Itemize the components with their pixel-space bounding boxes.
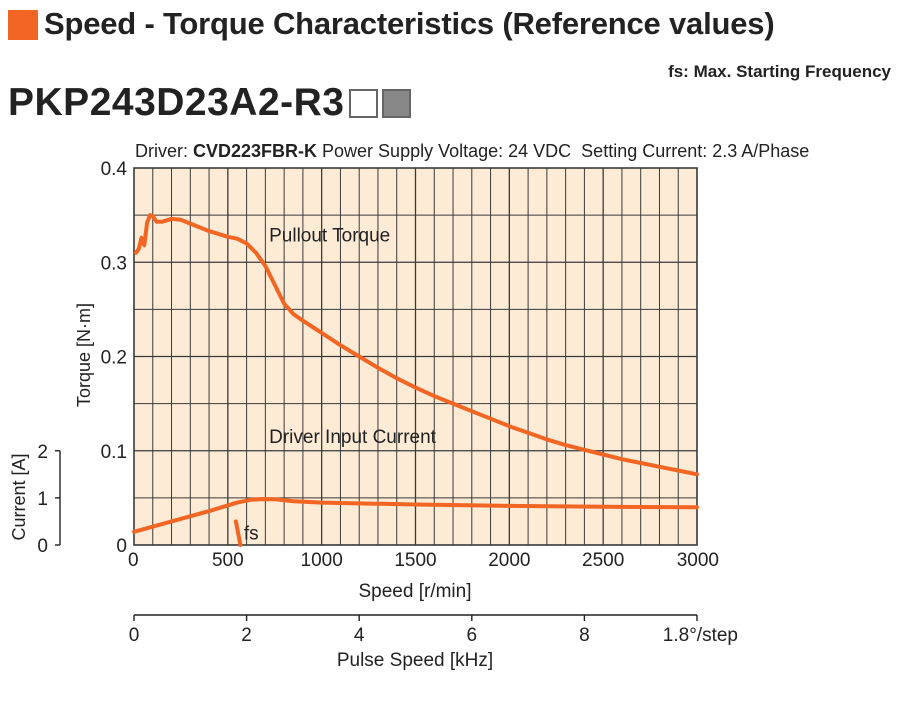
x-tick-label: 1500 [394, 550, 436, 571]
pulse-tick-label: 6 [467, 625, 478, 646]
current-axis-label: Current [A] [9, 453, 29, 540]
x-tick-label: 500 [212, 550, 244, 571]
x-tick-labels: 0 500 1000 1500 2000 2500 3000 [128, 550, 719, 571]
x-axis-label: Speed [r/min] [359, 581, 472, 602]
pullout-torque-line [133, 213, 699, 477]
driver-input-current-line [132, 497, 699, 534]
fs-marker: fs [233, 519, 259, 547]
y-tick-label: 0.4 [101, 159, 128, 180]
y-tick-label: 0 [116, 536, 127, 557]
current-tick-label: 1 [37, 489, 48, 510]
y-tick-label: 0.2 [101, 348, 127, 369]
x-tick-label: 2000 [488, 550, 530, 571]
white-box-icon [348, 88, 378, 118]
driver-input-current-label: Driver Input Current [269, 427, 437, 448]
series-labels: Pullout Torque Driver Input Current [269, 226, 437, 449]
model-row: PKP243D23A2-R3 [8, 78, 411, 128]
current-axis: 0 1 2 [37, 442, 61, 557]
fs-note: fs: Max. Starting Frequency [668, 62, 891, 81]
current-tick-label: 2 [37, 442, 48, 463]
conditions-text: Driver: CVD223FBR-K Power Supply Voltage… [135, 141, 809, 161]
pulse-tick-label: 4 [354, 625, 365, 646]
series-lines [132, 213, 699, 534]
pulse-axis-note: 1.8°/step [663, 625, 738, 646]
x-tick-label: 3000 [677, 550, 719, 571]
y-tick-labels: 0 0.1 0.2 0.3 0.4 [101, 159, 128, 557]
pulse-tick-label: 2 [241, 625, 252, 646]
x-tick-label: 0 [128, 550, 139, 571]
page-title: Speed - Torque Characteristics (Referenc… [44, 6, 775, 41]
y-tick-label: 0.1 [101, 442, 127, 463]
pulse-tick-label: 0 [129, 625, 140, 646]
current-tick-label: 0 [37, 536, 48, 557]
model-name: PKP243D23A2-R3 [8, 81, 345, 124]
pulse-axis: 0 2 4 6 8 [129, 614, 698, 646]
fs-label: fs [244, 523, 259, 544]
gray-box-icon [381, 88, 411, 118]
grid [134, 168, 697, 545]
x-tick-label: 1000 [301, 550, 343, 571]
y-tick-label: 0.3 [101, 253, 127, 274]
header-color-square [8, 10, 38, 40]
fs-line [233, 519, 243, 547]
plot-frame [133, 167, 698, 546]
pulse-axis-label: Pulse Speed [kHz] [337, 650, 493, 671]
pullout-torque-label: Pullout Torque [269, 226, 390, 247]
x-tick-label: 2500 [582, 550, 624, 571]
y-axis-label: Torque [N·m] [74, 303, 94, 407]
pulse-tick-label: 8 [579, 625, 590, 646]
